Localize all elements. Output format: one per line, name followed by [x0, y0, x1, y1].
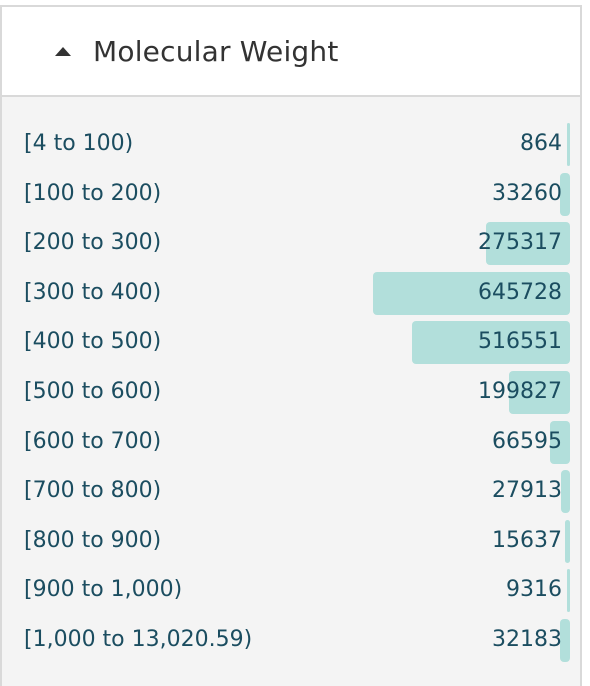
count-bar [412, 321, 570, 365]
range-count: 275317 [478, 230, 562, 256]
range-count: 9316 [506, 577, 562, 603]
range-label: [4 to 100) [24, 131, 134, 156]
range-label: [100 to 200) [24, 180, 162, 206]
count-bar [550, 420, 570, 464]
facet-range-row[interactable]: [200 to 300) 275317 [2, 220, 580, 270]
count-bar [486, 222, 570, 266]
facet-range-row[interactable]: [400 to 500) 516551 [2, 319, 580, 369]
range-label: [600 to 700) [24, 428, 162, 454]
range-count: 516551 [478, 329, 562, 355]
facet-range-row[interactable]: [700 to 800) 27913 [2, 468, 580, 518]
range-count: 32183 [492, 626, 562, 652]
count-bar [561, 470, 570, 514]
range-count: 27913 [492, 478, 562, 504]
facet-title: Molecular Weight [93, 34, 339, 68]
range-label: [200 to 300) [24, 230, 162, 256]
range-count: 33260 [492, 180, 562, 206]
facet-range-row[interactable]: [600 to 700) 66595 [2, 419, 580, 469]
range-label: [300 to 400) [24, 279, 162, 305]
count-bar [509, 370, 570, 414]
count-bar [560, 172, 570, 216]
range-count: 864 [520, 131, 562, 156]
count-bar [560, 618, 570, 662]
count-bar [565, 519, 570, 563]
range-label: [500 to 600) [24, 378, 162, 404]
facet-range-row[interactable]: [300 to 400) 645728 [2, 270, 580, 320]
molecular-weight-facet: Molecular Weight [4 to 100) 864 [100 to 20… [0, 5, 582, 686]
facet-range-row[interactable]: [500 to 600) 199827 [2, 369, 580, 419]
range-count: 199827 [478, 378, 562, 404]
range-label: [800 to 900) [24, 527, 162, 553]
facet-range-row[interactable]: [800 to 900) 15637 [2, 518, 580, 568]
facet-range-row[interactable]: [1,000 to 13,020.59) 32183 [2, 617, 580, 667]
range-label: [1,000 to 13,020.59) [24, 626, 253, 652]
range-label: [700 to 800) [24, 478, 162, 504]
count-bar [373, 271, 570, 315]
facet-range-row[interactable]: [4 to 100) 864 [2, 121, 580, 171]
range-count: 66595 [492, 428, 562, 454]
range-count: 15637 [492, 527, 562, 553]
range-label: [400 to 500) [24, 329, 162, 355]
count-bar [567, 569, 570, 613]
range-label: [900 to 1,000) [24, 577, 183, 603]
range-count: 645728 [478, 279, 562, 305]
facet-range-row[interactable]: [900 to 1,000) 9316 [2, 567, 580, 617]
facet-range-row[interactable]: [100 to 200) 33260 [2, 171, 580, 221]
caret-up-icon[interactable] [55, 46, 71, 56]
facet-range-list: [4 to 100) 864 [100 to 200) 33260 [200 to 30… [2, 97, 580, 667]
count-bar [567, 123, 570, 166]
facet-header-toggle[interactable]: Molecular Weight [2, 7, 580, 97]
